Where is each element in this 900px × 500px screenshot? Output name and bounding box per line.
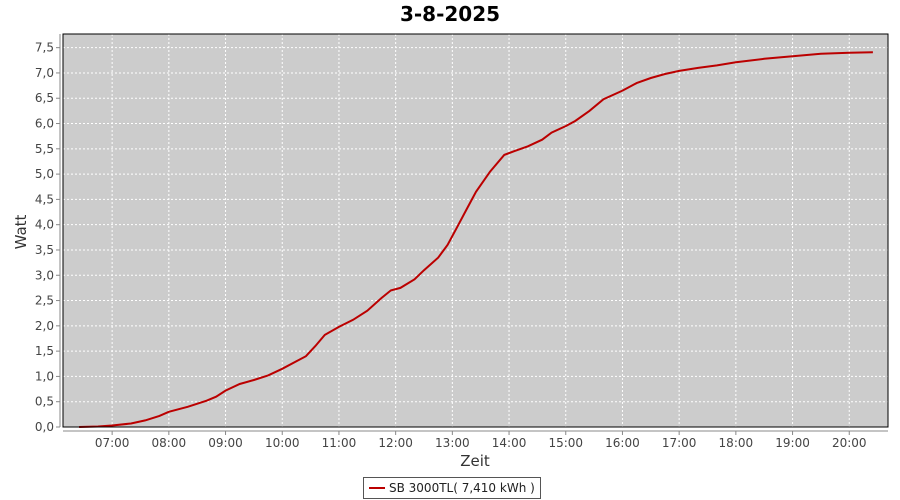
x-tick-label: 15:00 [548, 436, 583, 450]
y-tick-label: 1,0 [35, 369, 54, 383]
y-tick-label: 3,5 [35, 243, 54, 257]
y-tick-label: 2,0 [35, 319, 54, 333]
x-tick-label: 17:00 [662, 436, 697, 450]
grid [63, 34, 888, 428]
plot-area [63, 34, 888, 427]
chart-title: 3-8-2025 [400, 2, 500, 26]
x-tick-label: 16:00 [605, 436, 640, 450]
legend-label: SB 3000TL( 7,410 kWh ) [389, 481, 535, 495]
x-tick-label: 19:00 [775, 436, 810, 450]
x-axis-label: Zeit [460, 452, 490, 470]
x-tick-label: 20:00 [832, 436, 867, 450]
legend-swatch [369, 487, 385, 489]
y-tick-label: 6,0 [35, 117, 54, 131]
y-tick-label: 0,5 [35, 395, 54, 409]
y-tick-label: 5,0 [35, 167, 54, 181]
y-tick-label: 4,5 [35, 192, 54, 206]
x-tick-label: 11:00 [322, 436, 357, 450]
x-tick-label: 12:00 [378, 436, 413, 450]
y-tick-label: 7,0 [35, 66, 54, 80]
y-tick-label: 2,5 [35, 294, 54, 308]
x-tick-label: 18:00 [719, 436, 754, 450]
y-axis-label: Watt [12, 214, 30, 249]
y-tick-label: 3,0 [35, 268, 54, 282]
axes: 0,0 0,5 1,0 1,5 2,0 2,5 3,0 3,5 4,0 4,5 5,0 5,5 6,0 6… [35, 34, 888, 450]
y-tick-label: 5,5 [35, 142, 54, 156]
y-tick-label: 1,5 [35, 344, 54, 358]
x-tick-label: 14:00 [492, 436, 527, 450]
series-line [79, 51, 873, 428]
legend: SB 3000TL( 7,410 kWh ) [363, 477, 541, 499]
x-tick-label: 10:00 [265, 436, 300, 450]
x-tick-label: 13:00 [435, 436, 470, 450]
y-tick-label: 6,5 [35, 91, 54, 105]
y-tick-label: 0,0 [35, 420, 54, 434]
x-tick-label: 09:00 [208, 436, 243, 450]
x-tick-label: 07:00 [95, 436, 130, 450]
plot-border [62, 33, 889, 428]
y-tick-label: 7,5 [35, 41, 54, 55]
x-tick-label: 08:00 [152, 436, 187, 450]
y-tick-label: 4,0 [35, 218, 54, 232]
